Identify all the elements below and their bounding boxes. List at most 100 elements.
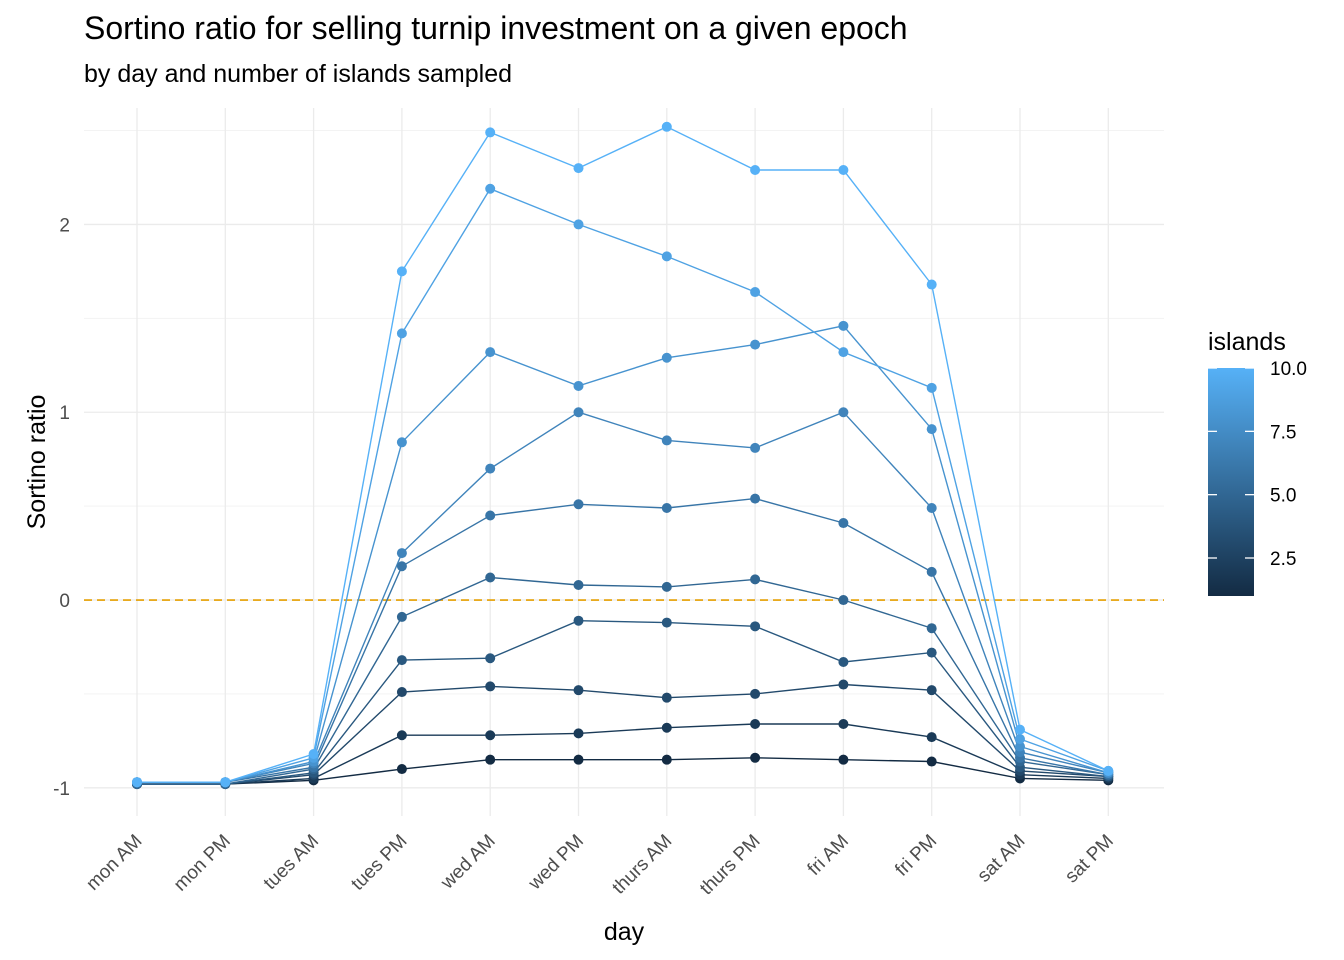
series-line-islands-4 bbox=[137, 619, 1109, 785]
x-tick-label: sat AM bbox=[974, 831, 1030, 887]
chart-subtitle: by day and number of islands sampled bbox=[84, 60, 513, 88]
data-point-islands-5 bbox=[750, 574, 761, 585]
series-line-islands-5 bbox=[137, 576, 1109, 785]
data-point-islands-10 bbox=[1015, 724, 1025, 735]
data-point-islands-1 bbox=[750, 752, 761, 763]
data-point-islands-2 bbox=[838, 718, 849, 729]
data-point-islands-6 bbox=[750, 493, 761, 504]
series-line-islands-2 bbox=[137, 723, 1109, 785]
data-point-islands-3 bbox=[926, 685, 937, 696]
data-point-islands-1 bbox=[485, 754, 496, 765]
data-point-islands-10 bbox=[308, 749, 319, 760]
series-line-islands-8 bbox=[137, 325, 1109, 783]
data-point-islands-6 bbox=[396, 561, 407, 572]
series-lines bbox=[137, 126, 1109, 785]
data-point-islands-7 bbox=[485, 463, 496, 474]
x-tick-label: wed PM bbox=[524, 831, 588, 895]
data-point-islands-2 bbox=[926, 732, 937, 743]
data-point-islands-9 bbox=[838, 347, 849, 358]
data-point-islands-2 bbox=[396, 730, 407, 741]
data-point-islands-8 bbox=[838, 320, 849, 331]
data-point-islands-8 bbox=[1015, 741, 1025, 752]
data-point-islands-1 bbox=[661, 754, 672, 765]
data-point-islands-8 bbox=[661, 352, 672, 363]
series-points bbox=[132, 121, 1114, 790]
data-point-islands-9 bbox=[661, 251, 672, 262]
x-axis-tick-labels: mon AM mon PM tues AM tues PM wed AM wed PM th… bbox=[82, 831, 1117, 900]
x-tick-label: mon AM bbox=[82, 831, 146, 895]
data-point-islands-4 bbox=[485, 653, 496, 664]
data-point-islands-3 bbox=[661, 692, 672, 703]
legend-title: islands bbox=[1208, 328, 1286, 356]
data-point-islands-7 bbox=[750, 442, 761, 453]
data-point-islands-10 bbox=[396, 266, 407, 277]
data-point-islands-10 bbox=[573, 163, 584, 174]
data-point-islands-7 bbox=[396, 548, 407, 559]
data-point-islands-1 bbox=[838, 754, 849, 765]
x-tick-label: tues PM bbox=[347, 831, 411, 895]
data-point-islands-6 bbox=[661, 503, 672, 514]
data-point-islands-3 bbox=[485, 681, 496, 692]
x-axis-title: day bbox=[604, 918, 645, 946]
legend-tick-label: 5.0 bbox=[1270, 486, 1296, 507]
series-line-islands-3 bbox=[137, 683, 1109, 785]
series-line-islands-9 bbox=[137, 187, 1109, 783]
data-point-islands-4 bbox=[396, 655, 407, 666]
x-tick-label: tues AM bbox=[260, 831, 323, 894]
x-tick-label: thurs PM bbox=[696, 831, 765, 900]
data-point-islands-4 bbox=[926, 647, 937, 658]
series-line-islands-7 bbox=[137, 411, 1109, 783]
data-point-islands-2 bbox=[485, 730, 496, 741]
legend-tick-label: 7.5 bbox=[1270, 422, 1296, 443]
legend-colorbar: islands 2.5 5.0 7.5 10.0 bbox=[1208, 328, 1307, 596]
y-axis-title: Sortino ratio bbox=[23, 395, 51, 530]
data-point-islands-4 bbox=[573, 615, 584, 626]
x-tick-label: mon PM bbox=[170, 831, 235, 896]
data-point-islands-6 bbox=[926, 566, 937, 577]
x-tick-label: wed AM bbox=[436, 831, 499, 894]
data-point-islands-5 bbox=[485, 572, 496, 583]
data-point-islands-5 bbox=[926, 623, 937, 634]
grid-major bbox=[84, 108, 1164, 816]
x-tick-label: thurs AM bbox=[608, 831, 676, 899]
legend-tick-label: 10.0 bbox=[1270, 359, 1307, 380]
x-tick-label: fri AM bbox=[804, 831, 853, 880]
data-point-islands-3 bbox=[838, 679, 849, 690]
data-point-islands-3 bbox=[396, 687, 407, 698]
legend-tick-label: 2.5 bbox=[1270, 549, 1296, 570]
data-point-islands-10 bbox=[1103, 765, 1114, 776]
data-point-islands-10 bbox=[661, 121, 672, 132]
data-point-islands-6 bbox=[573, 499, 584, 510]
data-point-islands-8 bbox=[396, 437, 407, 448]
data-point-islands-8 bbox=[573, 380, 584, 391]
y-tick-label: 0 bbox=[59, 591, 70, 612]
data-point-islands-9 bbox=[573, 219, 584, 230]
data-point-islands-4 bbox=[750, 621, 761, 632]
data-point-islands-5 bbox=[573, 580, 584, 591]
data-point-islands-8 bbox=[485, 347, 496, 358]
data-point-islands-8 bbox=[926, 424, 937, 435]
data-point-islands-9 bbox=[926, 382, 937, 393]
data-point-islands-9 bbox=[396, 328, 407, 339]
y-tick-label: -1 bbox=[53, 779, 70, 800]
chart-title: Sortino ratio for selling turnip investm… bbox=[84, 10, 908, 46]
data-point-islands-7 bbox=[573, 407, 584, 418]
x-tick-label: sat PM bbox=[1061, 831, 1118, 888]
data-point-islands-9 bbox=[485, 183, 496, 194]
data-point-islands-4 bbox=[661, 617, 672, 628]
series-line-islands-10 bbox=[137, 126, 1109, 783]
data-point-islands-6 bbox=[838, 518, 849, 529]
data-point-islands-3 bbox=[573, 685, 584, 696]
y-tick-label: 2 bbox=[59, 215, 70, 236]
data-point-islands-8 bbox=[750, 339, 761, 350]
data-point-islands-5 bbox=[396, 611, 407, 622]
data-point-islands-2 bbox=[573, 728, 584, 739]
data-point-islands-6 bbox=[485, 510, 496, 521]
data-point-islands-3 bbox=[750, 688, 761, 699]
data-point-islands-9 bbox=[750, 287, 761, 298]
data-point-islands-5 bbox=[661, 581, 672, 592]
x-tick-label: fri PM bbox=[891, 831, 941, 881]
data-point-islands-9 bbox=[1015, 734, 1025, 745]
data-point-islands-4 bbox=[838, 657, 849, 668]
